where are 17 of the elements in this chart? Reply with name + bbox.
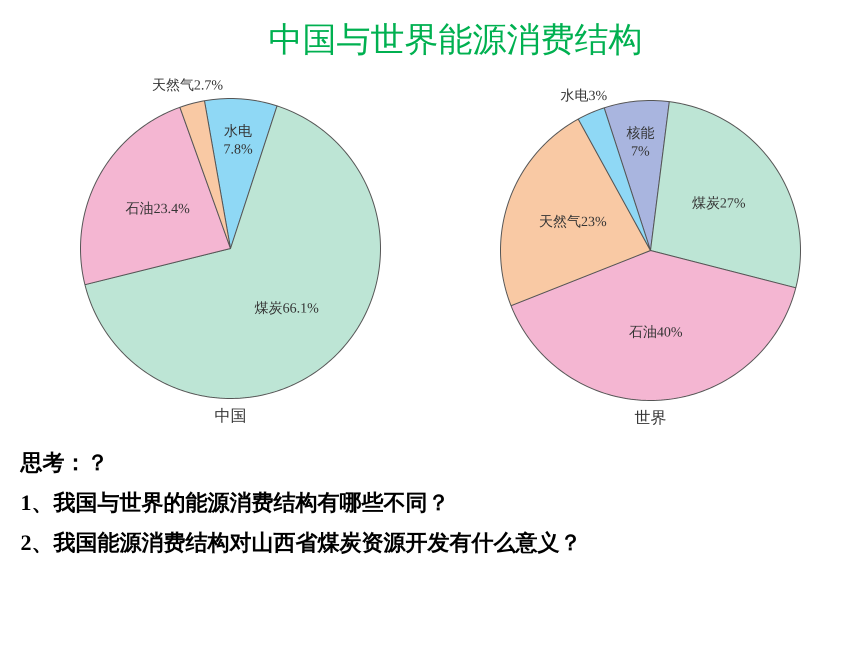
slice-label: 石油40% bbox=[628, 324, 683, 340]
slice-label: 煤炭27% bbox=[692, 196, 746, 212]
data-label: 7% bbox=[631, 144, 650, 160]
text: 中国与世界能源消费结构 bbox=[268, 22, 642, 59]
slice-label: 水电3% bbox=[560, 88, 608, 104]
slice-label: 天然气2.7% bbox=[152, 78, 224, 94]
slice-label: 核能 bbox=[625, 125, 654, 142]
text: 世界 bbox=[634, 409, 666, 427]
text: 1、我国与世界的能源消费结构有哪些不同？ bbox=[20, 490, 450, 515]
slice-label: 水电 bbox=[224, 123, 252, 140]
slice-label: 天然气23% bbox=[539, 214, 608, 230]
text: 2、我国能源消费结构对山西省煤炭资源开发有什么意义？ bbox=[20, 530, 582, 555]
data-label: 7.8% bbox=[224, 142, 254, 158]
text: 中国 bbox=[214, 407, 246, 425]
slice-label: 石油23.4% bbox=[126, 201, 190, 218]
text: 思考：？ bbox=[20, 450, 108, 475]
slice-label: 煤炭66.1% bbox=[254, 300, 320, 316]
